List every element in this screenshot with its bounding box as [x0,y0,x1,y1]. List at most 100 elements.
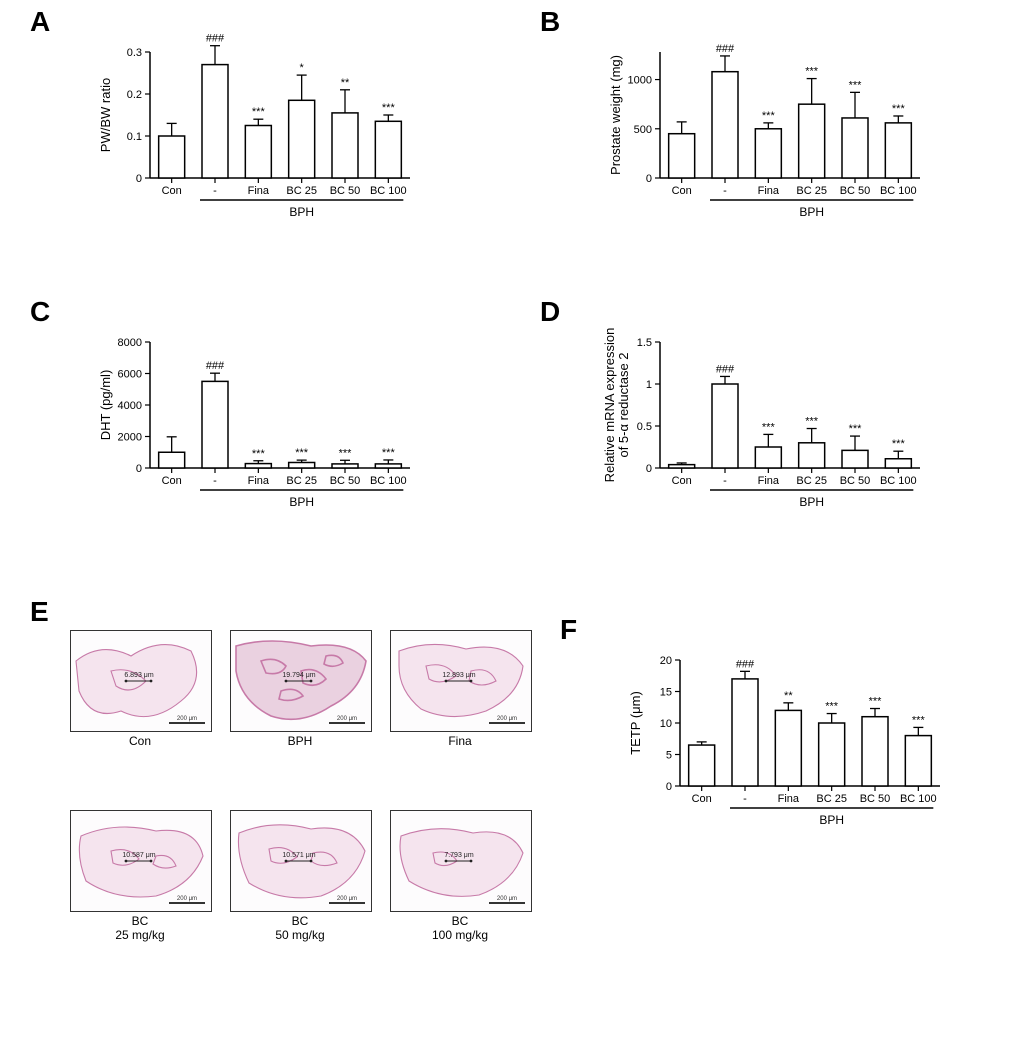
bar [775,710,801,786]
xtick-label: BC 100 [880,185,917,197]
scale-bar-text: 200 μm [337,896,357,902]
xtick-label: BC 50 [840,185,871,197]
panel-label-c: C [30,296,50,328]
scale-bar-text: 200 μm [337,716,357,722]
bar [885,123,911,178]
ytick-label: 0.2 [127,89,142,101]
histology-label: BC100 mg/kg [390,914,530,942]
significance-marker: *** [382,102,396,114]
bar [862,717,888,786]
xtick-label: BC 25 [816,793,847,805]
y-axis-label: Relative mRNA expression [602,328,617,483]
bar [332,464,358,468]
bph-label: BPH [799,495,824,509]
histology-tile: 12.893 μm 200 μm [390,630,532,732]
xtick-label: - [723,475,727,487]
significance-marker: *** [762,110,776,122]
xtick-label: BC 100 [880,475,917,487]
histology-tile: 19.794 μm 200 μm [230,630,372,732]
histology-tile: 10.571 μm 200 μm [230,810,372,912]
ytick-label: 0 [136,463,142,475]
bph-label: BPH [289,205,314,219]
xtick-label: - [723,185,727,197]
y-axis-label: PW/BW ratio [98,78,113,152]
xtick-label: Fina [758,475,780,487]
ytick-label: 5 [666,750,672,762]
significance-marker: *** [892,438,906,450]
bar [289,100,315,178]
significance-marker: *** [869,696,883,708]
bar [202,381,228,468]
y-axis-label-2: of 5-α reductase 2 [616,352,631,457]
ytick-label: 0 [646,463,652,475]
bar [732,679,758,786]
ytick-label: 0 [136,173,142,185]
xtick-label: BC 100 [370,475,407,487]
scale-bar-text: 200 μm [497,716,517,722]
significance-marker: ** [341,77,350,89]
significance-marker: *** [805,416,819,428]
histology-tile: 6.893 μm 200 μm [70,630,212,732]
significance-marker: ### [716,43,735,55]
bar [799,443,825,468]
significance-marker: *** [339,447,353,459]
xtick-label: Con [672,185,692,197]
significance-marker: ### [736,658,755,670]
ytick-label: 1.5 [637,337,652,349]
xtick-label: - [213,185,217,197]
chart-pw-bw-ratio: 00.10.20.3PW/BW ratioCon###-***Fina*BC 2… [88,40,418,261]
bar [689,745,715,786]
significance-marker: * [300,62,305,74]
significance-marker: *** [912,714,926,726]
xtick-label: Con [692,793,712,805]
bar [755,447,781,468]
bar [159,136,185,178]
chart-tetp: 05101520TETP (μm)Con###-**Fina***BC 25**… [618,648,948,869]
ytick-label: 6000 [118,369,142,381]
chart-prostate-weight: 05001000Prostate weight (mg)Con###-***Fi… [598,40,928,261]
ytick-label: 0.3 [127,47,142,59]
bph-label: BPH [799,205,824,219]
ytick-label: 0.5 [637,421,652,433]
bar [842,118,868,178]
bar [885,459,911,468]
ytick-label: 4000 [118,400,142,412]
xtick-label: BC 25 [796,185,827,197]
histology-label: BC50 mg/kg [230,914,370,942]
xtick-label: BC 25 [286,185,317,197]
histology-label: BC25 mg/kg [70,914,210,942]
chart-dht: 02000400060008000DHT (pg/ml)Con###-***Fi… [88,330,418,551]
significance-marker: ** [784,690,793,702]
ytick-label: 0 [666,781,672,793]
significance-marker: *** [849,423,863,435]
xtick-label: BC 50 [330,475,361,487]
significance-marker: *** [849,79,863,91]
xtick-label: Fina [248,475,270,487]
ytick-label: 1000 [628,75,652,87]
measurement-text: 19.794 μm [282,672,315,679]
panel-label-f: F [560,614,577,646]
bar [755,129,781,178]
xtick-label: BC 50 [840,475,871,487]
bar [245,464,271,468]
bar [669,465,695,468]
panel-label-e: E [30,596,49,628]
significance-marker: ### [206,33,225,45]
bph-label: BPH [289,495,314,509]
measurement-text: 7.793 μm [444,852,473,859]
xtick-label: BC 100 [900,793,937,805]
xtick-label: BC 50 [330,185,361,197]
bar [202,65,228,178]
bph-label: BPH [819,813,844,827]
y-axis-label: TETP (μm) [628,691,643,755]
xtick-label: Fina [758,185,780,197]
ytick-label: 0 [646,173,652,185]
bar [245,126,271,179]
bar [842,450,868,468]
bar [819,723,845,786]
panel-label-d: D [540,296,560,328]
measurement-text: 6.893 μm [124,672,153,679]
ytick-label: 8000 [118,337,142,349]
bar [289,462,315,468]
xtick-label: BC 25 [796,475,827,487]
